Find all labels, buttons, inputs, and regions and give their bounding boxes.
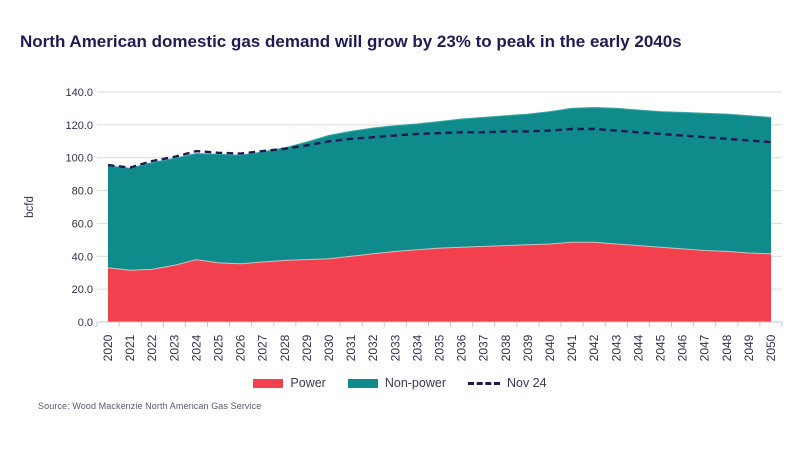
svg-text:100.0: 100.0 bbox=[65, 153, 93, 165]
power-area-edge bbox=[107, 241, 772, 271]
non-power-area-edge bbox=[107, 106, 772, 170]
svg-text:2027: 2027 bbox=[256, 334, 270, 361]
nov24-dashed-line-icon bbox=[467, 381, 500, 385]
svg-text:2020: 2020 bbox=[101, 334, 115, 361]
chart-legend: Power Non-power Nov 24 bbox=[0, 373, 800, 393]
svg-text:2044: 2044 bbox=[631, 334, 645, 361]
svg-text:0.0: 0.0 bbox=[78, 317, 93, 329]
svg-text:2031: 2031 bbox=[344, 334, 358, 361]
power-swatch-icon bbox=[253, 378, 284, 388]
svg-text:2024: 2024 bbox=[189, 334, 203, 361]
svg-text:2043: 2043 bbox=[609, 334, 623, 361]
svg-text:120.0: 120.0 bbox=[65, 120, 93, 132]
svg-text:2034: 2034 bbox=[410, 334, 424, 361]
svg-text:2035: 2035 bbox=[433, 334, 447, 361]
svg-text:2048: 2048 bbox=[720, 334, 734, 361]
non-power-area bbox=[108, 107, 771, 271]
svg-text:2045: 2045 bbox=[654, 334, 668, 361]
legend-item-non-power: Non-power bbox=[347, 376, 446, 390]
svg-text:80.0: 80.0 bbox=[72, 186, 93, 198]
svg-text:2049: 2049 bbox=[742, 334, 756, 361]
legend-item-nov24: Nov 24 bbox=[467, 376, 547, 390]
svg-text:2021: 2021 bbox=[123, 334, 137, 361]
svg-text:2037: 2037 bbox=[477, 334, 491, 361]
svg-text:40.0: 40.0 bbox=[72, 251, 93, 263]
y-axis-title: bcfd bbox=[24, 196, 36, 218]
legend-item-power: Power bbox=[253, 376, 326, 390]
svg-text:2042: 2042 bbox=[587, 334, 601, 361]
svg-text:2025: 2025 bbox=[212, 334, 226, 361]
chart-title: North American domestic gas demand will … bbox=[20, 32, 682, 51]
svg-text:2026: 2026 bbox=[234, 334, 248, 361]
svg-text:2028: 2028 bbox=[278, 334, 292, 361]
svg-text:2033: 2033 bbox=[388, 334, 402, 361]
svg-text:2050: 2050 bbox=[764, 334, 778, 361]
svg-text:2023: 2023 bbox=[167, 334, 181, 361]
svg-text:140.0: 140.0 bbox=[65, 87, 93, 99]
svg-text:2022: 2022 bbox=[145, 334, 159, 361]
svg-text:20.0: 20.0 bbox=[72, 284, 93, 296]
svg-text:2032: 2032 bbox=[366, 334, 380, 361]
x-axis-labels: 2020 2021 2022 2023 2024 2025 2026 2027 2028 2029… bbox=[101, 334, 778, 361]
svg-text:2030: 2030 bbox=[322, 334, 336, 361]
svg-text:2039: 2039 bbox=[521, 334, 535, 361]
power-area bbox=[108, 242, 771, 322]
svg-text:2046: 2046 bbox=[676, 334, 690, 361]
non-power-swatch-icon bbox=[347, 378, 378, 388]
svg-text:2040: 2040 bbox=[543, 334, 557, 361]
svg-text:2047: 2047 bbox=[698, 334, 712, 361]
x-axis-ticks bbox=[96, 322, 783, 327]
svg-text:2041: 2041 bbox=[565, 334, 579, 361]
legend-label-nov24: Nov 24 bbox=[506, 376, 547, 390]
y-axis-labels: 0.0 20.0 40.0 60.0 80.0 100.0 120.0 140.0 bbox=[65, 87, 93, 329]
svg-text:2029: 2029 bbox=[300, 334, 314, 361]
svg-text:2038: 2038 bbox=[499, 334, 513, 361]
legend-label-power: Power bbox=[290, 376, 326, 390]
svg-text:2036: 2036 bbox=[455, 334, 469, 361]
legend-label-non-power: Non-power bbox=[384, 376, 446, 390]
source-note: Source: Wood Mackenzie North American Ga… bbox=[38, 401, 262, 411]
svg-text:60.0: 60.0 bbox=[72, 218, 93, 230]
nov24-line bbox=[107, 127, 772, 169]
